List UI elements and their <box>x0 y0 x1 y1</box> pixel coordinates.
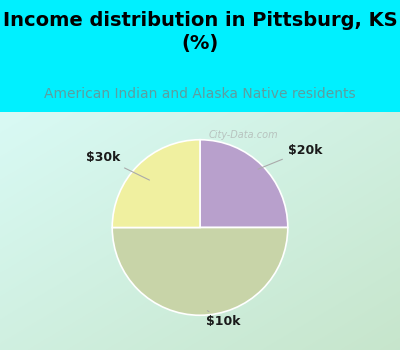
Wedge shape <box>200 140 288 228</box>
Wedge shape <box>112 228 288 315</box>
Text: City-Data.com: City-Data.com <box>209 131 278 140</box>
Text: Income distribution in Pittsburg, KS
(%): Income distribution in Pittsburg, KS (%) <box>3 10 397 53</box>
Wedge shape <box>112 140 200 228</box>
Text: American Indian and Alaska Native residents: American Indian and Alaska Native reside… <box>44 88 356 102</box>
Text: $30k: $30k <box>86 151 150 180</box>
Text: $10k: $10k <box>206 311 240 328</box>
Text: $20k: $20k <box>258 144 322 169</box>
